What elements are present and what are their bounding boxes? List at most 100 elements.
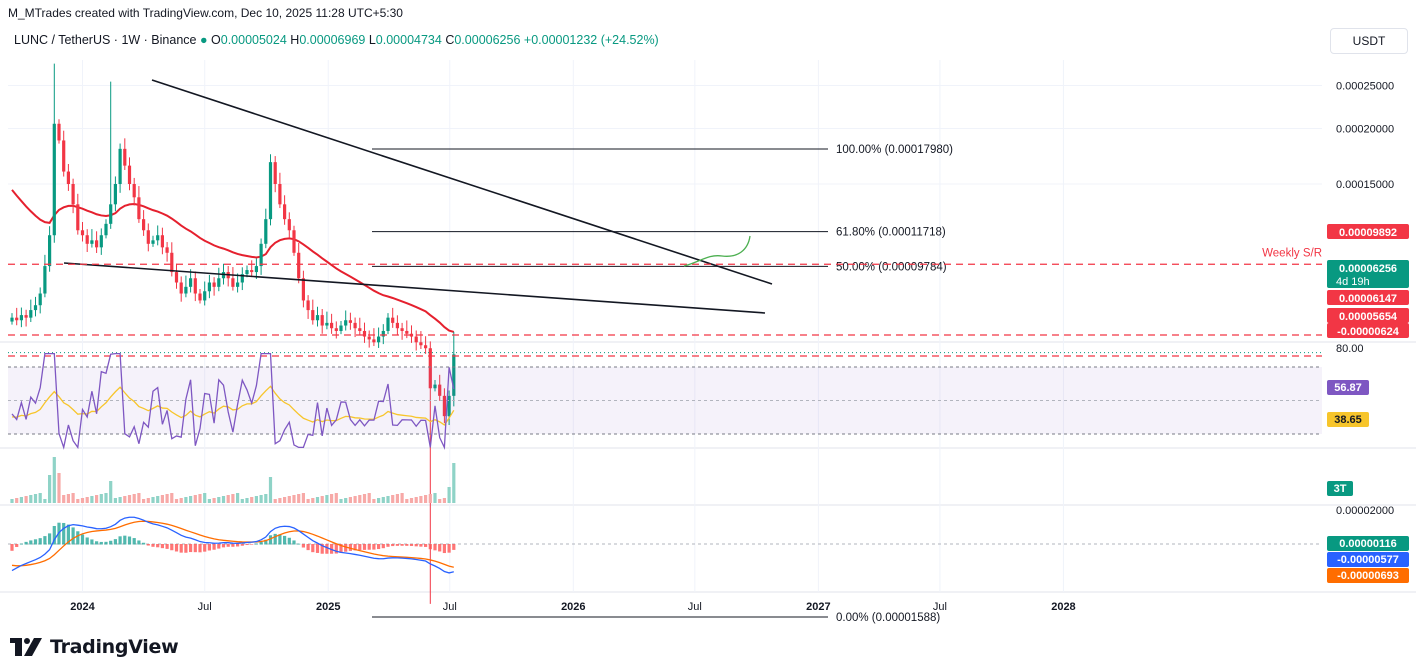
macd-histogram-bar bbox=[409, 544, 414, 546]
volume-bar bbox=[10, 499, 14, 503]
symbol-legend[interactable]: LUNC / TetherUS · 1W · Binance ● O0.0000… bbox=[14, 33, 659, 47]
volume-bar bbox=[287, 496, 291, 503]
macd-histogram-bar bbox=[118, 536, 122, 545]
candle-body bbox=[76, 204, 80, 231]
macd-histogram-bar bbox=[132, 538, 136, 545]
close-value: 0.00006256 bbox=[454, 33, 521, 47]
chart-credit: M_MTrades created with TradingView.com, … bbox=[8, 6, 403, 20]
rsi-ma-value-tag bbox=[1327, 412, 1369, 427]
symbol-title[interactable]: LUNC / TetherUS · 1W · Binance bbox=[14, 33, 197, 47]
low-value: 0.00004734 bbox=[375, 33, 442, 47]
lower-trendline[interactable] bbox=[63, 262, 766, 314]
volume-bar bbox=[132, 494, 136, 503]
candle-body bbox=[236, 282, 240, 287]
macd-histogram-bar bbox=[179, 544, 183, 553]
volume-bar bbox=[165, 494, 169, 503]
tradingview-logo[interactable]: TradingView bbox=[8, 636, 179, 658]
volume-bar bbox=[250, 497, 254, 503]
candle-body bbox=[442, 395, 446, 417]
candle-body bbox=[428, 348, 432, 389]
volume-bar bbox=[151, 497, 155, 503]
macd-histogram-bar bbox=[348, 544, 352, 551]
volume-bar bbox=[259, 495, 263, 503]
volume-bar bbox=[104, 493, 108, 503]
candle-body bbox=[330, 322, 334, 329]
volume-bar bbox=[189, 496, 193, 503]
volume-bar bbox=[405, 499, 409, 503]
volume-bar bbox=[109, 481, 113, 503]
price-axis-label: 0.00025000 bbox=[1336, 81, 1394, 93]
currency-button[interactable]: USDT bbox=[1330, 28, 1408, 54]
rsi-ma-value: 38.65 bbox=[1334, 414, 1362, 426]
candle-body bbox=[85, 235, 89, 244]
volume-bar bbox=[348, 497, 352, 503]
fib-level-label: 61.80% (0.00011718) bbox=[836, 227, 946, 239]
price-tag-text: -0.00000624 bbox=[1337, 326, 1400, 338]
macd-histogram-bar bbox=[325, 544, 329, 554]
candle-body bbox=[57, 123, 61, 141]
candle-body bbox=[198, 293, 202, 301]
volume-bar bbox=[207, 499, 211, 503]
macd-histogram-bar bbox=[174, 544, 179, 552]
candle-body bbox=[306, 300, 310, 311]
volume-bar bbox=[358, 495, 362, 503]
macd-value: -0.00000577 bbox=[1337, 554, 1399, 566]
macd-histogram-bar bbox=[226, 544, 230, 547]
volume-bar bbox=[428, 494, 432, 503]
macd-histogram-bar bbox=[43, 536, 47, 545]
candle-body bbox=[283, 204, 287, 220]
candle-body bbox=[104, 223, 108, 236]
macd-histogram-bar bbox=[160, 544, 164, 549]
macd-histogram-bar bbox=[353, 544, 357, 551]
macd-histogram-bar bbox=[212, 544, 216, 550]
macd-histogram-bar bbox=[221, 544, 226, 548]
price-tag-countdown: 4d 19h bbox=[1336, 276, 1370, 288]
macd-histogram-value: 0.00000116 bbox=[1339, 538, 1397, 550]
candle-body bbox=[29, 310, 33, 318]
macd-histogram-bar bbox=[66, 524, 70, 545]
low-label: L bbox=[368, 33, 376, 47]
volume-bar bbox=[414, 497, 418, 503]
upper-trendline[interactable] bbox=[151, 79, 773, 285]
volume-bar bbox=[118, 497, 122, 503]
candle-body bbox=[240, 274, 244, 283]
price-chart[interactable]: 0.00025000 0.00020000 0.00015000 2024 Jul 202… bbox=[0, 0, 1416, 630]
macd-histogram-bar bbox=[52, 525, 56, 545]
candle-body bbox=[320, 315, 324, 326]
projection-path bbox=[683, 235, 751, 267]
candle-body bbox=[386, 317, 390, 331]
candle-body bbox=[24, 315, 28, 318]
candle-body bbox=[212, 282, 216, 287]
candle-body bbox=[123, 148, 127, 166]
macd-histogram-bar bbox=[452, 544, 456, 550]
rsi-axis-label: 80.00 bbox=[1336, 343, 1364, 355]
candle-body bbox=[400, 328, 404, 331]
macd-histogram-bar bbox=[334, 544, 338, 554]
rsi-line bbox=[11, 352, 455, 450]
macd-histogram-bar bbox=[203, 544, 207, 552]
macd-histogram-bar bbox=[438, 544, 442, 552]
candle-body bbox=[278, 184, 282, 205]
macd-histogram-bar bbox=[386, 544, 390, 547]
macd-histogram-bar bbox=[127, 536, 132, 545]
macd-histogram-bar bbox=[184, 544, 188, 553]
candle-body bbox=[264, 219, 268, 244]
macd-histogram-bar bbox=[198, 544, 202, 553]
volume-bar bbox=[240, 499, 244, 503]
macd-histogram-bar bbox=[254, 543, 258, 545]
volume-bar bbox=[193, 495, 197, 503]
candle-body bbox=[311, 310, 315, 321]
volume-bar bbox=[90, 496, 94, 503]
candle-body bbox=[231, 278, 235, 287]
price-tag-text: 0.00009892 bbox=[1339, 227, 1397, 239]
time-axis-label: Jul bbox=[688, 601, 702, 613]
candle-body bbox=[447, 395, 451, 417]
volume-bar bbox=[52, 457, 56, 503]
candle-body bbox=[367, 336, 371, 340]
volume-bar bbox=[301, 493, 305, 503]
volume-bar bbox=[29, 495, 33, 503]
candle-body bbox=[62, 140, 66, 172]
macd-signal-line bbox=[11, 520, 454, 568]
open-label: O bbox=[211, 33, 221, 47]
candle-body bbox=[292, 230, 296, 253]
